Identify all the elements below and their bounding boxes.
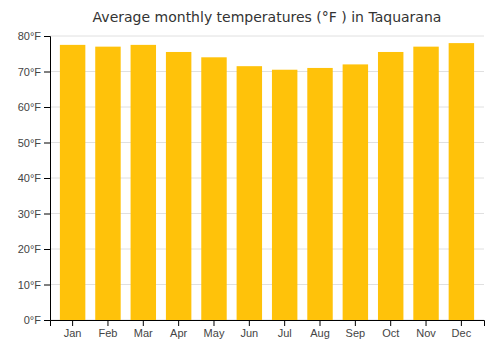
- tick-mark: [44, 214, 50, 215]
- tick: 30°F: [18, 208, 50, 220]
- grid-line: [50, 36, 484, 37]
- tick: 0°F: [24, 314, 50, 326]
- tick: 80°F: [18, 30, 50, 42]
- tick: Oct: [382, 320, 399, 339]
- chart-container: 0°F 10°F 20°F 30°F 40°F 50°F 60°F 70°F 80°F Jan Fe…: [0, 0, 500, 350]
- tick-mark: [72, 320, 73, 326]
- bar: [201, 57, 226, 320]
- chart: 0°F 10°F 20°F 30°F 40°F 50°F 60°F 70°F 80°F Jan Fe…: [0, 0, 500, 350]
- tick-label: Aug: [310, 327, 330, 339]
- tick-label: Apr: [170, 327, 187, 339]
- title: Average monthly temperatures (°F ) in Ta…: [93, 9, 442, 25]
- tick-label: 30°F: [18, 208, 42, 220]
- axis-line: [44, 37, 51, 321]
- tick: 40°F: [18, 172, 50, 184]
- grid: [50, 36, 484, 320]
- tick-label: Jul: [278, 327, 292, 339]
- tick-label: 20°F: [18, 243, 42, 255]
- bar: [449, 43, 474, 320]
- tick-label: 0°F: [24, 314, 42, 326]
- tick: Aug: [310, 320, 330, 339]
- tick-label: Oct: [382, 327, 399, 339]
- tick-label: 10°F: [18, 279, 42, 291]
- tick: Feb: [98, 320, 117, 339]
- tick: Apr: [170, 320, 187, 339]
- bar: [378, 52, 403, 320]
- tick-label: Nov: [416, 327, 436, 339]
- tick-mark: [143, 320, 144, 326]
- tick-mark: [44, 285, 50, 286]
- tick-mark: [44, 107, 50, 108]
- x-axis: Jan Feb Mar Apr May Jun Jul Aug Sep Oct Nov Dec: [51, 320, 485, 339]
- tick-label: Sep: [346, 327, 366, 339]
- tick-label: Feb: [98, 327, 117, 339]
- axis-line: [51, 321, 485, 327]
- bar: [413, 47, 438, 320]
- tick-label: Dec: [452, 327, 472, 339]
- tick: 20°F: [18, 243, 50, 255]
- bar: [237, 66, 262, 320]
- tick-label: 40°F: [18, 172, 42, 184]
- tick: 50°F: [18, 137, 50, 149]
- tick-mark: [44, 36, 50, 37]
- tick-mark: [426, 320, 427, 326]
- bar: [95, 47, 120, 320]
- tick-label: Mar: [134, 327, 153, 339]
- tick-mark: [249, 320, 250, 326]
- tick-label: 80°F: [18, 30, 42, 42]
- tick-mark: [320, 320, 321, 326]
- tick-mark: [213, 320, 214, 326]
- tick-mark: [44, 178, 50, 179]
- tick-mark: [284, 320, 285, 326]
- tick-mark: [178, 320, 179, 326]
- tick: Sep: [346, 320, 366, 339]
- bar: [131, 45, 156, 320]
- tick-label: May: [204, 327, 225, 339]
- tick-mark: [44, 320, 50, 321]
- tick-mark: [390, 320, 391, 326]
- tick: Dec: [452, 320, 472, 339]
- bar: [60, 45, 85, 320]
- tick: Nov: [416, 320, 436, 339]
- bar: [166, 52, 191, 320]
- bars: [60, 43, 474, 320]
- tick-mark: [44, 249, 50, 250]
- tick: Jun: [240, 320, 258, 339]
- bar: [343, 64, 368, 320]
- tick: Jul: [278, 320, 292, 339]
- tick: Mar: [134, 320, 153, 339]
- y-axis: 0°F 10°F 20°F 30°F 40°F 50°F 60°F 70°F 80°F: [18, 30, 51, 326]
- tick: 60°F: [18, 101, 50, 113]
- tick-label: 60°F: [18, 101, 42, 113]
- tick-mark: [44, 72, 50, 73]
- tick-mark: [107, 320, 108, 326]
- tick-mark: [44, 143, 50, 144]
- tick-mark: [355, 320, 356, 326]
- tick-mark: [461, 320, 462, 326]
- plot: 0°F 10°F 20°F 30°F 40°F 50°F 60°F 70°F 80°F Jan Fe…: [18, 30, 485, 339]
- tick-label: 70°F: [18, 66, 42, 78]
- tick-label: Jun: [240, 327, 258, 339]
- bar: [272, 70, 297, 320]
- tick: Jan: [64, 320, 82, 339]
- tick-label: 50°F: [18, 137, 42, 149]
- tick: 10°F: [18, 279, 50, 291]
- tick: May: [204, 320, 225, 339]
- tick: 70°F: [18, 66, 50, 78]
- tick-label: Jan: [64, 327, 82, 339]
- bar: [307, 68, 332, 320]
